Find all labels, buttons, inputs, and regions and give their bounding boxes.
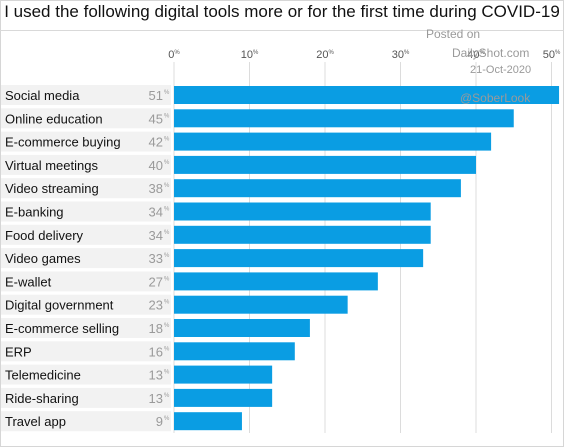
bar bbox=[174, 295, 348, 314]
category-row-bg bbox=[1, 364, 171, 385]
value-unit: % bbox=[164, 370, 170, 376]
value-label: 16 bbox=[149, 344, 163, 359]
category-label: Video streaming bbox=[5, 181, 99, 196]
value-unit: % bbox=[164, 276, 170, 282]
watermark-handle: @SoberLook bbox=[460, 91, 531, 105]
category-label: Online education bbox=[5, 111, 103, 126]
category-row-bg bbox=[1, 85, 171, 105]
bar bbox=[174, 202, 431, 221]
category-row-bg bbox=[1, 411, 171, 432]
watermark-posted-on: Posted on bbox=[426, 27, 481, 41]
value-unit: % bbox=[164, 90, 170, 96]
value-unit: % bbox=[164, 253, 170, 259]
value-unit: % bbox=[164, 346, 170, 352]
watermark-site: DailyShot.com bbox=[452, 46, 530, 60]
bar bbox=[174, 109, 514, 128]
x-tick-label: 40% bbox=[467, 49, 485, 61]
category-label: Travel app bbox=[5, 414, 66, 429]
category-row-bg bbox=[1, 341, 171, 362]
category-label: ERP bbox=[5, 344, 32, 359]
value-label: 27 bbox=[149, 274, 163, 289]
value-label: 13 bbox=[149, 368, 163, 383]
x-tick-label: 0% bbox=[168, 49, 180, 61]
x-tick-label: 30% bbox=[392, 49, 410, 61]
value-label: 34 bbox=[149, 228, 163, 243]
category-row-bg bbox=[1, 224, 171, 245]
category-label: Ride-sharing bbox=[5, 391, 79, 406]
value-unit: % bbox=[164, 393, 170, 399]
bar bbox=[174, 272, 378, 291]
category-label: Social media bbox=[5, 88, 80, 103]
value-unit: % bbox=[164, 230, 170, 236]
value-label: 38 bbox=[149, 181, 163, 196]
category-row-bg bbox=[1, 108, 171, 129]
value-label: 34 bbox=[149, 205, 163, 220]
value-label: 23 bbox=[149, 298, 163, 313]
value-unit: % bbox=[164, 137, 170, 143]
value-label: 51 bbox=[149, 88, 163, 103]
category-row-bg bbox=[1, 178, 171, 199]
category-label: E-commerce selling bbox=[5, 321, 119, 336]
x-tick-label: 10% bbox=[241, 49, 259, 61]
bar bbox=[174, 412, 242, 431]
category-label: E-banking bbox=[5, 205, 64, 220]
category-label: Video games bbox=[5, 251, 81, 266]
value-label: 45 bbox=[149, 111, 163, 126]
bar bbox=[174, 132, 492, 151]
category-row-bg bbox=[1, 271, 171, 292]
category-row-bg bbox=[1, 318, 171, 338]
bar bbox=[174, 319, 310, 337]
category-row-bg bbox=[1, 154, 171, 175]
chart-title: I used the following digital tools more … bbox=[4, 2, 560, 21]
bar bbox=[174, 179, 461, 198]
bar bbox=[174, 225, 431, 244]
bar bbox=[174, 86, 560, 104]
category-row-bg bbox=[1, 387, 171, 408]
watermark-date: 21-Oct-2020 bbox=[470, 64, 532, 76]
value-unit: % bbox=[164, 323, 170, 329]
value-label: 40 bbox=[149, 158, 163, 173]
category-row-bg bbox=[1, 294, 171, 315]
category-label: Virtual meetings bbox=[5, 158, 98, 173]
value-label: 33 bbox=[149, 251, 163, 266]
bar bbox=[174, 249, 424, 268]
category-label: Telemedicine bbox=[5, 368, 81, 383]
bar bbox=[174, 342, 295, 361]
value-unit: % bbox=[164, 300, 170, 306]
x-tick-label: 20% bbox=[316, 49, 334, 61]
x-tick-label: 50% bbox=[543, 49, 561, 61]
category-row-bg bbox=[1, 131, 171, 152]
bar bbox=[174, 155, 476, 174]
value-unit: % bbox=[164, 207, 170, 213]
value-label: 18 bbox=[149, 321, 163, 336]
title-divider bbox=[0, 30, 564, 31]
bar bbox=[174, 388, 273, 407]
category-label: Food delivery bbox=[5, 228, 84, 243]
bar bbox=[174, 365, 273, 384]
category-label: E-wallet bbox=[5, 274, 52, 289]
category-row-bg bbox=[1, 201, 171, 222]
value-unit: % bbox=[164, 113, 170, 119]
category-label: E-commerce buying bbox=[5, 135, 121, 150]
category-row-bg bbox=[1, 248, 171, 269]
category-label: Digital government bbox=[5, 298, 114, 313]
value-label: 9 bbox=[156, 414, 163, 429]
value-label: 13 bbox=[149, 391, 163, 406]
value-label: 42 bbox=[149, 135, 163, 150]
value-unit: % bbox=[164, 416, 170, 422]
value-unit: % bbox=[164, 183, 170, 189]
value-unit: % bbox=[164, 160, 170, 166]
